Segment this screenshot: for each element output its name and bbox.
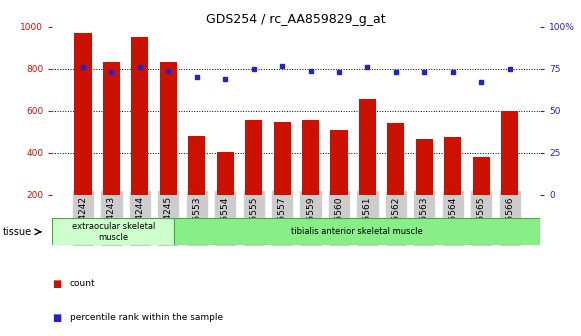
Bar bbox=[74, 33, 92, 237]
Text: tissue: tissue bbox=[3, 227, 32, 237]
Text: tibialis anterior skeletal muscle: tibialis anterior skeletal muscle bbox=[292, 227, 423, 236]
Bar bbox=[416, 139, 433, 237]
Bar bbox=[52, 218, 174, 245]
Bar bbox=[217, 152, 234, 237]
Bar bbox=[444, 136, 461, 237]
Bar bbox=[274, 122, 290, 237]
Bar bbox=[188, 136, 205, 237]
Text: ■: ■ bbox=[52, 312, 62, 323]
Bar bbox=[131, 37, 148, 237]
Text: extraocular skeletal
muscle: extraocular skeletal muscle bbox=[71, 222, 155, 242]
Bar bbox=[103, 61, 120, 237]
Bar bbox=[174, 218, 540, 245]
Bar bbox=[388, 124, 404, 237]
Bar bbox=[501, 111, 518, 237]
Bar bbox=[302, 120, 319, 237]
Bar bbox=[359, 99, 376, 237]
Title: GDS254 / rc_AA859829_g_at: GDS254 / rc_AA859829_g_at bbox=[206, 13, 386, 26]
Text: percentile rank within the sample: percentile rank within the sample bbox=[70, 313, 223, 322]
Bar bbox=[160, 61, 177, 237]
Bar bbox=[245, 120, 262, 237]
Bar bbox=[472, 157, 490, 237]
Text: count: count bbox=[70, 280, 95, 288]
Text: ■: ■ bbox=[52, 279, 62, 289]
Bar bbox=[331, 130, 347, 237]
